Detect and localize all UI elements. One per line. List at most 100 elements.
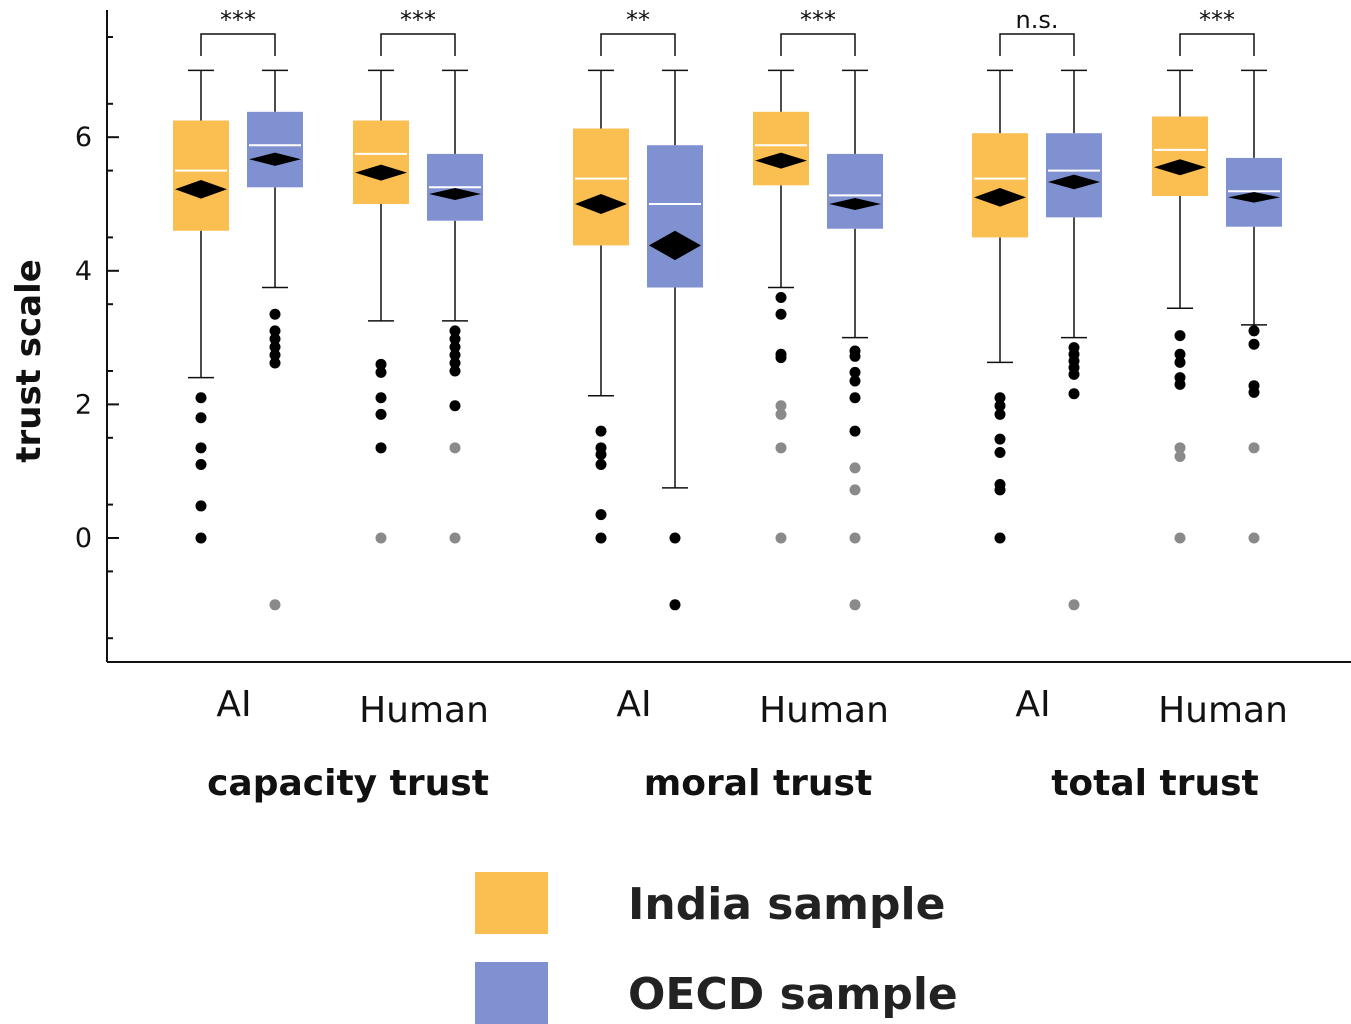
- outlier-point: [195, 459, 207, 471]
- outlier-point: [595, 532, 607, 544]
- outlier-point: [994, 408, 1006, 420]
- mean-diamond: [829, 197, 881, 211]
- faded-outlier-point: [449, 532, 461, 544]
- significance-bracket: [380, 33, 456, 56]
- outlier-point: [195, 442, 207, 454]
- iqr-box: [247, 111, 303, 188]
- y-tick-label: 6: [75, 122, 92, 153]
- group-label: capacity trust: [207, 763, 489, 804]
- outlier-point: [1248, 338, 1260, 350]
- significance-label: ***: [220, 6, 256, 34]
- axes: 0 2 4 6 trust scale: [9, 10, 1351, 663]
- iqr-box: [647, 145, 703, 288]
- faded-outlier-point: [1174, 451, 1186, 463]
- box-oecd: [247, 69, 303, 611]
- faded-outlier-point: [849, 462, 861, 474]
- outlier-point: [595, 449, 607, 460]
- outlier-point: [1248, 325, 1260, 337]
- mean-diamond: [249, 152, 301, 166]
- mean-diamond: [355, 164, 407, 181]
- outlier-point: [775, 352, 787, 364]
- faded-outlier-point: [775, 442, 787, 454]
- outlier-point: [269, 357, 281, 369]
- category-label: AI: [1015, 684, 1050, 725]
- significance-label: n.s.: [1016, 6, 1059, 34]
- faded-outlier-point: [775, 400, 787, 412]
- faded-outlier-point: [775, 408, 787, 420]
- box-india: [573, 69, 629, 544]
- mean-diamond: [974, 187, 1026, 207]
- mean-diamond: [1048, 174, 1100, 190]
- outlier-point: [994, 446, 1006, 458]
- outlier-point: [269, 325, 281, 337]
- box-plots: *** *** ** *** n.s. ***: [173, 6, 1282, 611]
- box-india: [753, 69, 809, 544]
- faded-outlier-point: [849, 599, 861, 611]
- outlier-point: [375, 392, 387, 404]
- significance-bracket: [1179, 33, 1255, 56]
- outlier-point: [375, 442, 387, 454]
- iqr-box: [827, 153, 883, 229]
- significance-label: ***: [1199, 6, 1235, 34]
- outlier-point: [849, 425, 861, 437]
- outlier-point: [449, 349, 461, 361]
- outlier-point: [994, 433, 1006, 445]
- outlier-point: [1068, 368, 1080, 380]
- group-label: moral trust: [644, 763, 872, 804]
- legend-item: India sample: [475, 872, 945, 934]
- iqr-box: [353, 120, 409, 204]
- legend-swatch: [475, 962, 548, 1024]
- significance-bracket: [999, 33, 1075, 56]
- outlier-point: [449, 400, 461, 412]
- outlier-point: [195, 412, 207, 424]
- outlier-point: [775, 308, 787, 320]
- outlier-point: [269, 308, 281, 320]
- significance-bracket: [600, 33, 676, 56]
- faded-outlier-point: [1174, 442, 1186, 454]
- category-label: AI: [616, 684, 651, 725]
- box-oecd: [1226, 69, 1282, 544]
- outlier-point: [269, 341, 281, 353]
- outlier-point: [669, 532, 681, 544]
- mean-diamond: [649, 230, 701, 261]
- outlier-point: [994, 392, 1006, 404]
- outlier-point: [994, 484, 1006, 496]
- outlier-point: [1174, 378, 1186, 390]
- faded-outlier-point: [269, 599, 281, 611]
- legend-swatch: [475, 872, 548, 934]
- box-oecd: [827, 69, 883, 611]
- outlier-point: [849, 350, 861, 362]
- category-labels: AI Human capacity trust AI Human moral trust A…: [207, 684, 1288, 804]
- group-label: total trust: [1051, 763, 1259, 804]
- outlier-point: [449, 357, 461, 369]
- outlier-point: [994, 400, 1006, 412]
- outlier-point: [449, 333, 461, 345]
- y-tick-label: 0: [75, 523, 92, 554]
- iqr-box: [972, 133, 1028, 238]
- legend-label: OECD sample: [628, 969, 958, 1020]
- mean-diamond: [429, 187, 481, 200]
- category-label: Human: [1158, 690, 1288, 731]
- outlier-point: [595, 459, 607, 471]
- iqr-box: [573, 128, 629, 246]
- faded-outlier-point: [849, 532, 861, 544]
- outlier-point: [375, 408, 387, 420]
- significance-label: ***: [400, 6, 436, 34]
- legend-label: India sample: [628, 879, 945, 930]
- outlier-point: [1174, 330, 1186, 342]
- y-tick-label: 4: [75, 256, 92, 287]
- y-tick-label: 2: [75, 389, 92, 420]
- outlier-point: [669, 599, 681, 611]
- box-india: [972, 69, 1028, 544]
- faded-outlier-point: [375, 532, 387, 544]
- mean-diamond: [1154, 159, 1206, 176]
- box-india: [1152, 69, 1208, 544]
- box-oecd: [647, 69, 703, 611]
- outlier-point: [994, 532, 1006, 544]
- faded-outlier-point: [449, 442, 461, 454]
- outlier-point: [375, 366, 387, 378]
- faded-outlier-point: [849, 484, 861, 496]
- outlier-point: [849, 375, 861, 387]
- significance-label: ***: [800, 6, 836, 34]
- significance-bracket: [200, 33, 276, 56]
